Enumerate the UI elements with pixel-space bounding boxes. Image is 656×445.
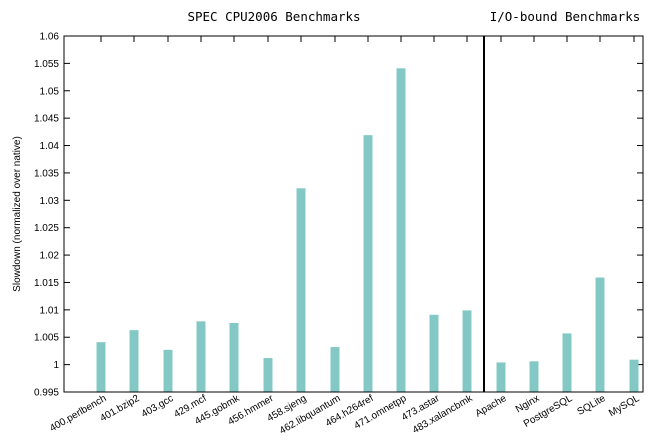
bar-464-h264ref xyxy=(363,135,373,392)
plot-frame xyxy=(63,35,644,393)
bar-401-bzip2 xyxy=(129,330,139,392)
bar-473-astar xyxy=(429,314,439,392)
y-axis-label: Slowdown (normalized over native) xyxy=(12,136,23,292)
y-tick-label: 1.045 xyxy=(34,114,59,125)
y-tick-label: 1.04 xyxy=(40,141,60,152)
bar-458-sjeng xyxy=(296,188,306,392)
bar-462-libquantum xyxy=(330,347,340,392)
y-tick-label: 1 xyxy=(53,360,59,371)
bar-400-perlbench xyxy=(96,342,106,392)
bar-445-gobmk xyxy=(229,322,239,392)
y-tick-label: 1.055 xyxy=(34,59,59,70)
y-tick-label: 1.05 xyxy=(40,86,60,97)
axis-ticks xyxy=(64,35,643,393)
bar-nginx xyxy=(529,361,539,392)
y-tick-label: 1.06 xyxy=(40,32,60,43)
bar-apache xyxy=(496,362,506,392)
bar-mysql xyxy=(629,359,639,392)
group-title-io: I/O-bound Benchmarks xyxy=(490,9,641,24)
bar-postgresql xyxy=(562,333,572,392)
y-tick-label: 0.995 xyxy=(34,388,59,399)
x-tick-labels: 400.perlbench401.bzip2403.gcc429.mcf445.… xyxy=(48,393,642,437)
x-tick-label: SQLite xyxy=(576,393,608,418)
bar-483-xalancbmk xyxy=(462,310,472,392)
x-tick-label: Apache xyxy=(474,393,509,420)
group-title-spec: SPEC CPU2006 Benchmarks xyxy=(187,9,360,24)
y-tick-label: 1.015 xyxy=(34,278,59,289)
y-tick-label: 1.02 xyxy=(40,251,60,262)
bar-456-hmmer xyxy=(263,358,273,392)
x-tick-label: 403.gcc xyxy=(140,393,176,420)
y-tick-labels: 0.995 1 1.005 1.01 1.015 1.02 1.025 1.03 1.035 1.… xyxy=(34,32,59,399)
bar-471-omnetpp xyxy=(396,68,406,392)
x-tick-label: MySQL xyxy=(607,393,642,419)
y-tick-label: 1.025 xyxy=(34,223,59,234)
y-tick-label: 1.035 xyxy=(34,168,59,179)
bar-sqlite xyxy=(595,277,605,392)
y-tick-label: 1.03 xyxy=(40,196,60,207)
bars xyxy=(96,68,639,392)
bar-429-mcf xyxy=(196,321,206,392)
y-tick-label: 1.01 xyxy=(40,305,60,316)
bar-403-gcc xyxy=(163,349,173,392)
y-tick-label: 1.005 xyxy=(34,333,59,344)
